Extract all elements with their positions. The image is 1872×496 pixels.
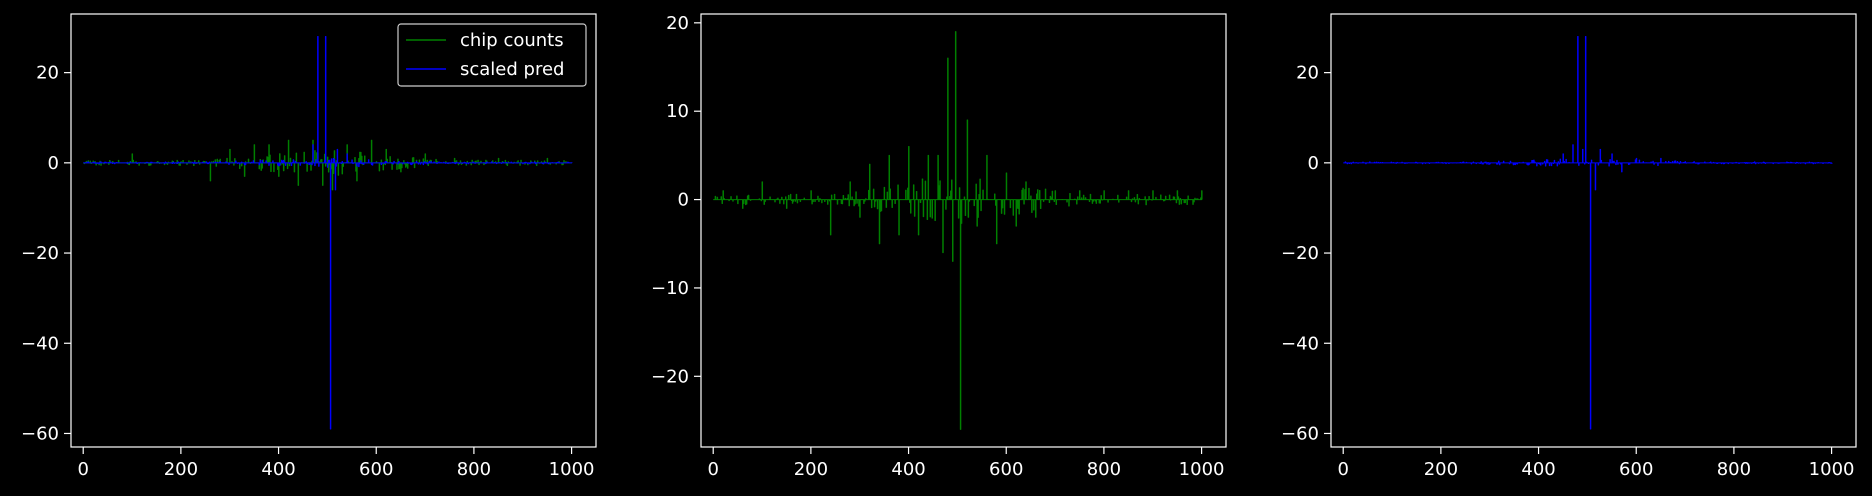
x-tick-label: 800: [1087, 459, 1121, 480]
y-tick-label: −60: [1281, 423, 1319, 444]
y-tick-label: 0: [48, 153, 59, 174]
axes-frame: [700, 13, 1227, 448]
subplot-1: 0 200 400 600 800 1000 −60 −40 −20 0 20: [21, 13, 597, 480]
y-tick-label: −20: [651, 366, 689, 387]
y-tick-label: 10: [666, 101, 689, 122]
subplot-2: 0 200 400 600 800 1000 −20 −10 0 10 20: [651, 13, 1227, 480]
y-tick-label: −20: [21, 243, 59, 264]
x-tick-label: 600: [989, 459, 1023, 480]
y-tick-label: −20: [1281, 243, 1319, 264]
series-line-2: [83, 36, 573, 430]
x-tick-label: 800: [1717, 459, 1751, 480]
y-tick-label: −40: [21, 333, 59, 354]
x-tick-label: 600: [359, 459, 393, 480]
y-tick-label: −10: [651, 278, 689, 299]
x-tick-label: 600: [1619, 459, 1653, 480]
axes-frame: [70, 13, 597, 448]
x-tick-label: 400: [1521, 459, 1555, 480]
x-tick-label: 0: [77, 459, 88, 480]
x-tick-label: 0: [707, 459, 718, 480]
x-tick-label: 400: [261, 459, 295, 480]
y-tick-label: 20: [1296, 63, 1319, 84]
x-tick-label: 1000: [1809, 459, 1855, 480]
y-tick-label: −60: [21, 423, 59, 444]
x-tick-label: 200: [1424, 459, 1458, 480]
y-tick-label: 0: [1308, 153, 1319, 174]
y-tick-label: 20: [36, 63, 59, 84]
x-tick-label: 200: [794, 459, 828, 480]
legend-scaled-pred-label: scaled pred: [460, 59, 564, 80]
series-line-1: [713, 31, 1203, 430]
x-tick-label: 400: [891, 459, 925, 480]
x-tick-label: 1000: [549, 459, 595, 480]
legend: chip counts scaled pred: [397, 23, 587, 87]
axes-frame: [1330, 13, 1857, 448]
x-tick-label: 0: [1337, 459, 1348, 480]
legend-chip-counts-label: chip counts: [460, 30, 564, 51]
subplot-3: 0 200 400 600 800 1000 −60 −40 −20 0 20: [1281, 13, 1857, 480]
y-tick-label: 20: [666, 13, 689, 34]
y-tick-label: −40: [1281, 333, 1319, 354]
x-tick-label: 800: [457, 459, 491, 480]
x-tick-label: 1000: [1179, 459, 1225, 480]
y-tick-label: 0: [678, 190, 689, 211]
series-line-1: [1343, 36, 1833, 430]
x-tick-label: 200: [164, 459, 198, 480]
